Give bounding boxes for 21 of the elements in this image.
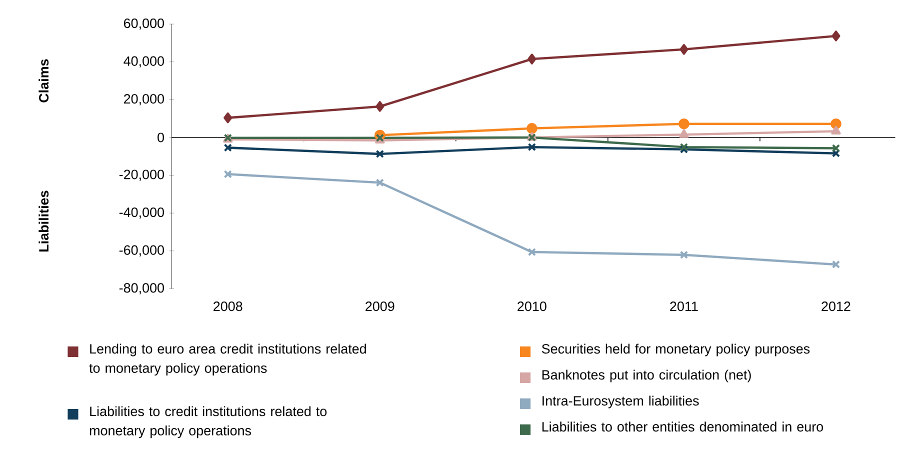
y-tick-label: 20,000 (124, 94, 164, 106)
legend-label: Securities held for monetary policy purposes (542, 344, 810, 356)
y-tick-label: -80,000 (119, 282, 164, 294)
legend-label: Liabilities to credit institutions related to monetary policy operations (90, 406, 327, 438)
x-tick-label: 2012 (822, 301, 850, 311)
y-tick-label: 60,000 (124, 18, 164, 30)
y-tick-label: -40,000 (119, 207, 164, 218)
text: Claims (38, 59, 49, 102)
x-tick-label: 2009 (366, 301, 394, 311)
legend-label: Intra-Eurosystem liabilities (542, 396, 699, 408)
x-tick-label: 2011 (670, 301, 698, 311)
y-tick-label: 40,000 (124, 56, 164, 68)
y-tick-label: -20,000 (119, 170, 164, 181)
legend-label: Liabilities to other entities denominated in euro (542, 421, 824, 432)
y-tick-label: -60,000 (119, 245, 164, 256)
y-tick-label: 0 (158, 132, 164, 142)
text: Liabilities (38, 190, 49, 252)
x-tick-label: 2010 (518, 301, 546, 311)
legend-label: Banknotes put into circulation (net) (542, 370, 751, 382)
legend-label: Lending to euro area credit institutions related to monetary policy operations (89, 344, 366, 376)
x-tick-label: 2008 (214, 301, 242, 311)
